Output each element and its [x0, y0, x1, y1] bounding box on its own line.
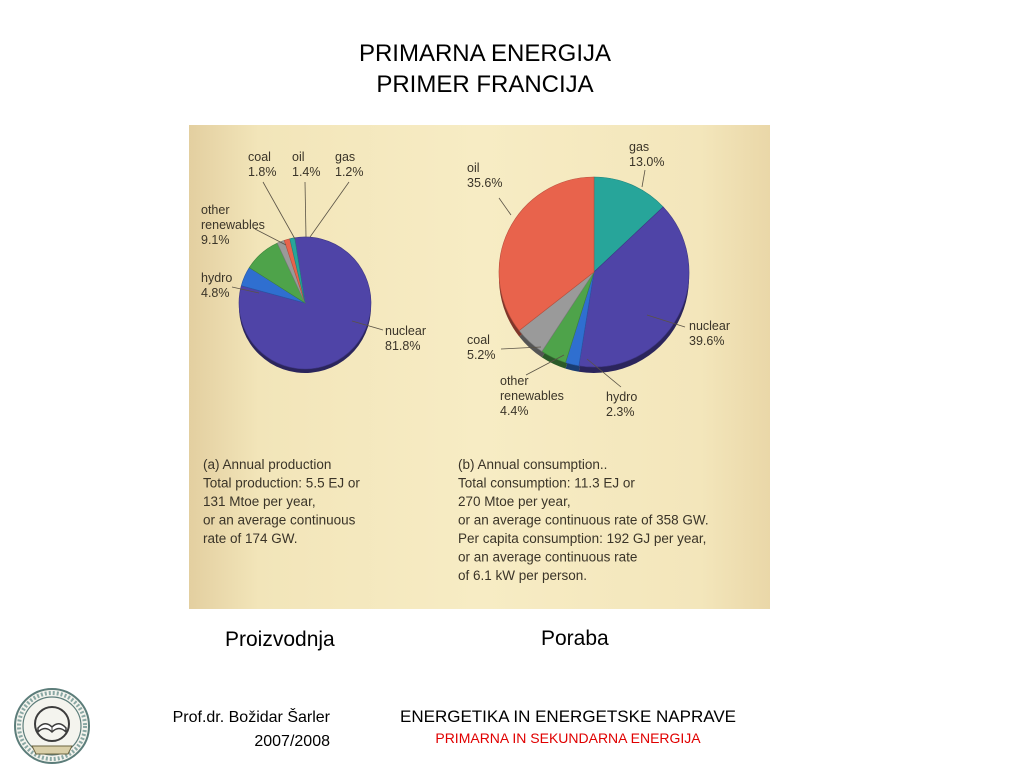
pie-charts-svg: nuclear 81.8% hydro 4.8% other renewables 9.1%… — [201, 140, 730, 583]
leader-line-nuclear — [351, 320, 384, 331]
slice-label-other-renewables: other renewables 4.4% — [500, 374, 564, 418]
slice-label-hydro: hydro 4.8% — [201, 271, 232, 300]
pie-chart-2: gas 13.0% nuclear 39.6% hydro 2.3% other renewa… — [458, 140, 730, 583]
leader-line-coal — [262, 181, 296, 240]
pie-chart-1: nuclear 81.8% hydro 4.8% other renewables 9.1%… — [201, 150, 426, 546]
leader-line-hydro — [231, 286, 260, 294]
author-block: Prof.dr. Božidar Šarler 2007/2008 — [100, 706, 330, 754]
slice-label-oil: oil 35.6% — [467, 161, 502, 190]
leader-line-gas — [641, 169, 646, 188]
course-title: ENERGETIKA IN ENERGETSKE NAPRAVE — [400, 707, 736, 726]
leader-line-gas — [309, 181, 350, 238]
leader-line-hydro — [586, 358, 622, 388]
author-name: Prof.dr. Božidar Šarler — [172, 709, 330, 726]
leader-line-other-renewables — [525, 354, 565, 376]
academic-year: 2007/2008 — [254, 733, 330, 750]
slice-label-coal: coal 1.8% — [248, 150, 277, 179]
consumption-label: Poraba — [541, 627, 609, 650]
slice-label-hydro: hydro 2.3% — [606, 390, 637, 419]
leader-line-other-renewables — [254, 228, 287, 246]
chart-caption-2: (b) Annual consumption.. Total consumptio… — [458, 457, 709, 583]
course-block: ENERGETIKA IN ENERGETSKE NAPRAVE PRIMARN… — [358, 706, 778, 748]
slice-label-gas: gas 13.0% — [629, 140, 664, 169]
slice-label-other-renewables: other renewables 9.1% — [201, 203, 265, 247]
slice-label-gas: gas 1.2% — [335, 150, 364, 179]
slice-label-oil: oil 1.4% — [292, 150, 321, 179]
leader-line-oil — [498, 197, 512, 216]
slice-label-coal: coal 5.2% — [467, 333, 496, 362]
title-line-2: PRIMER FRANCIJA — [376, 71, 594, 98]
university-seal-icon — [10, 686, 94, 766]
chart-caption-1: (a) Annual production Total production: 5… — [203, 457, 360, 546]
slide-title: PRIMARNA ENERGIJA PRIMER FRANCIJA — [0, 38, 970, 100]
production-label: Proizvodnja — [225, 628, 335, 651]
course-subtitle: PRIMARNA IN SEKUNDARNA ENERGIJA — [435, 730, 701, 746]
title-line-1: PRIMARNA ENERGIJA — [358, 40, 612, 67]
pie-slice-gas — [593, 176, 664, 273]
leader-line-oil — [304, 181, 307, 238]
leader-line-coal — [500, 346, 542, 350]
pie-slice-nuclear — [578, 206, 690, 368]
pie-charts-figure: nuclear 81.8% hydro 4.8% other renewables 9.1%… — [189, 125, 770, 609]
pie-slice-oil — [498, 176, 595, 331]
leader-line-nuclear — [646, 314, 686, 328]
slice-label-nuclear: nuclear 39.6% — [689, 319, 730, 348]
slice-label-nuclear: nuclear 81.8% — [385, 324, 426, 353]
